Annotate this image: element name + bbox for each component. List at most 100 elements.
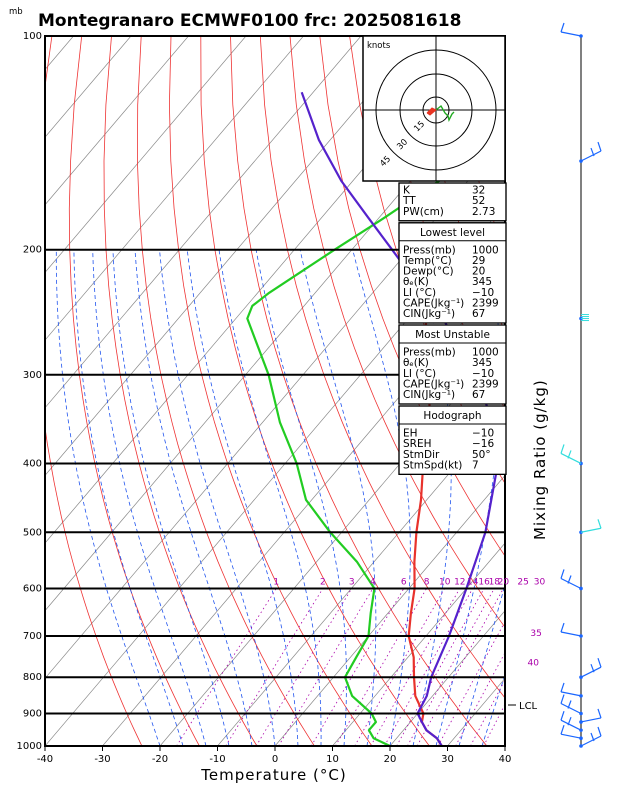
x-tick-label: -10: [209, 754, 225, 765]
mixing-ratio-line: [385, 589, 473, 747]
wind-barb: [561, 725, 583, 740]
panel-row-label: PW(cm): [403, 206, 444, 218]
wind-barb-shaft: [581, 718, 601, 722]
mixing-ratio-label: 4: [370, 578, 376, 588]
moist-adiabat-line: [74, 250, 183, 746]
moist-adiabat-line: [93, 250, 206, 746]
dry-adiabat-line: [137, 36, 314, 746]
x-tick-label: -20: [152, 754, 168, 765]
wind-barb-flag: [561, 569, 564, 578]
wind-barb: [579, 709, 601, 724]
moist-adiabat-line: [482, 250, 618, 746]
wind-barb: [579, 519, 601, 534]
moist-adiabat-line: [135, 250, 252, 746]
y-tick-label: 700: [23, 631, 42, 642]
isotherm-line: [0, 36, 131, 746]
hodograph-panel-header: Hodograph: [423, 410, 481, 422]
wind-barb-shaft: [581, 528, 601, 532]
mixing-ratio-label: 25: [517, 578, 528, 588]
wind-barb: [561, 569, 583, 590]
y-tick-label: 200: [23, 245, 42, 256]
panel-row-value: 2.73: [472, 206, 495, 218]
panel-row-label: CIN(Jkg⁻¹): [403, 389, 455, 401]
x-tick-label: 30: [441, 754, 454, 765]
isotherm-line: [505, 36, 618, 746]
mixing-ratio-label: 2: [320, 578, 326, 588]
wind-barb-shaft: [581, 736, 601, 746]
y-tick-label: 900: [23, 709, 42, 720]
mixing-ratio-line: [256, 589, 352, 747]
x-tick-label: -40: [37, 754, 53, 765]
lcl-label: LCL: [519, 701, 538, 712]
panel-row-value: 67: [472, 308, 485, 320]
wind-barb-flag: [561, 23, 564, 32]
y-tick-label: 100: [23, 31, 42, 42]
y-tick-label: 300: [23, 370, 42, 381]
wind-barb-flag: [561, 444, 564, 453]
mixing-ratio-label: 3: [349, 578, 355, 588]
hodograph: knots 15 30 45: [363, 36, 505, 181]
moist-adiabat-line: [256, 250, 346, 746]
mixing-ratio-label: 12: [454, 578, 465, 588]
y-tick-label: 1000: [17, 741, 42, 752]
wind-barb: [561, 444, 583, 465]
mixing-ratio-label: 6: [401, 578, 407, 588]
panel-row-label: CIN(Jkg⁻¹): [403, 308, 455, 320]
x-tick-label: 10: [326, 754, 339, 765]
wind-barb-shaft: [561, 578, 581, 588]
dry-adiabat-line: [69, 36, 199, 746]
wind-barb-flag: [598, 727, 601, 736]
wind-barb-shaft: [581, 151, 601, 161]
dry-adiabat-line: [588, 36, 618, 746]
wind-barb-flag: [561, 711, 564, 720]
chart-title: Montegranaro ECMWF0100 frc: 2025081618: [38, 11, 461, 31]
wind-barb-flag: [598, 142, 601, 151]
hodograph-units: knots: [367, 41, 391, 51]
wind-barb-flag: [561, 695, 564, 704]
x-tick-label: 40: [499, 754, 512, 765]
wind-barb-shaft: [581, 667, 601, 677]
panel-row-value: 7: [472, 459, 479, 471]
x-tick-label: 0: [272, 754, 278, 765]
dry-adiabat-line: [558, 36, 618, 746]
mixing-ratio-line: [438, 589, 523, 747]
x-tick-label: -30: [94, 754, 110, 765]
mixing-ratio-label: 30: [534, 578, 546, 588]
wind-barb-shaft: [561, 720, 581, 730]
pressure-unit: mb: [9, 7, 23, 17]
wind-barb-flag: [561, 683, 564, 692]
moist-adiabat-line: [187, 250, 298, 746]
mixing-ratio-label: 8: [424, 578, 430, 588]
wind-barb-flag: [598, 658, 601, 667]
wind-barb: [579, 142, 601, 163]
mixing-ratio-line: [355, 589, 445, 747]
moist-adiabat-line: [113, 250, 229, 746]
moist-adiabat-line: [160, 250, 276, 746]
mixing-ratio-label: 40: [527, 658, 539, 668]
moist-adiabat-line: [353, 250, 411, 746]
x-axis-label: Temperature (°C): [200, 766, 346, 784]
wind-barb-flag: [561, 725, 564, 734]
mixing-ratio-label: 14: [467, 578, 479, 588]
isotherm-line: [563, 36, 618, 746]
y-tick-label: 800: [23, 672, 42, 683]
isotherm-line: [0, 36, 361, 746]
mixing-ratio-axis-label: Mixing Ratio (g/kg): [531, 379, 549, 540]
dry-adiabat-line: [33, 36, 141, 746]
wind-barb-flag: [598, 519, 601, 528]
y-tick-label: 400: [23, 458, 42, 469]
mixing-ratio-label: 1: [273, 578, 279, 588]
mixing-ratio-label: 35: [530, 629, 541, 639]
wind-barb-shaft: [561, 453, 581, 463]
wind-barb: [561, 623, 583, 638]
wind-barb-flag: [561, 623, 564, 632]
wind-barb-flag: [598, 709, 601, 718]
mixing-ratio-line: [417, 589, 503, 747]
wind-barb-shaft: [561, 32, 581, 36]
lowest-panel: Lowest levelPress(mb)1000Temp(°C)29Dewp(…: [399, 223, 506, 323]
mixing-ratio-line: [279, 589, 373, 747]
dry-adiabat-line: [104, 36, 257, 746]
